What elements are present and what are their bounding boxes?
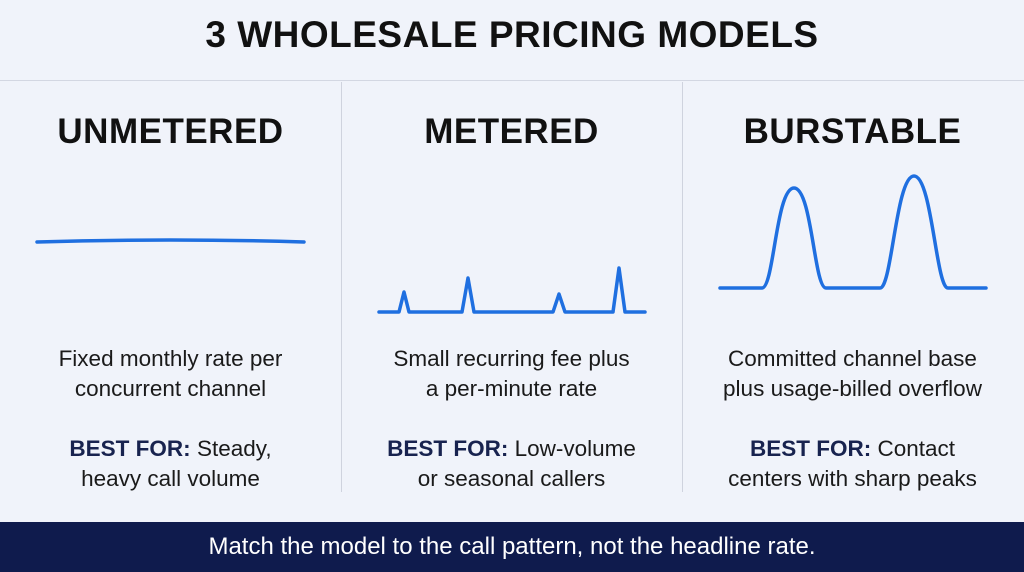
column-divider-2 bbox=[682, 82, 683, 492]
best-for: BEST FOR: Contact centers with sharp pea… bbox=[728, 436, 977, 491]
flat-usage-graph bbox=[35, 238, 306, 244]
page-title: 3 WHOLESALE PRICING MODELS bbox=[205, 14, 819, 55]
title-divider bbox=[0, 80, 1024, 81]
model-description: Small recurring fee plus a per-minute ra… bbox=[393, 346, 630, 401]
flat-usage-line bbox=[35, 238, 306, 244]
model-card-metered: METERED Small recurring fee plus a per-m… bbox=[341, 82, 682, 522]
model-description: Committed channel base plus usage-billed… bbox=[723, 346, 982, 401]
spiky-usage-line bbox=[377, 266, 647, 314]
model-title: METERED bbox=[424, 112, 599, 151]
burst-usage-graph bbox=[718, 174, 988, 290]
best-for: BEST FOR: Low-volume or seasonal callers bbox=[387, 436, 636, 491]
model-card-unmetered: UNMETERED Fixed monthly rate per concurr… bbox=[0, 82, 341, 522]
footer-banner: Match the model to the call pattern, not… bbox=[0, 522, 1024, 572]
column-divider-1 bbox=[341, 82, 342, 492]
model-description: Fixed monthly rate per concurrent channe… bbox=[58, 346, 283, 401]
model-title: BURSTABLE bbox=[743, 112, 962, 151]
burst-usage-line bbox=[718, 174, 988, 290]
best-for-label: BEST FOR: bbox=[69, 436, 191, 461]
model-title: UNMETERED bbox=[57, 112, 284, 151]
best-for-label: BEST FOR: bbox=[387, 436, 509, 461]
spiky-usage-graph bbox=[377, 266, 647, 314]
best-for-label: BEST FOR: bbox=[749, 436, 872, 461]
best-for: BEST FOR: Steady, heavy call volume bbox=[69, 436, 272, 491]
model-card-burstable: BURSTABLE Committed channel base plus us… bbox=[682, 82, 1023, 522]
